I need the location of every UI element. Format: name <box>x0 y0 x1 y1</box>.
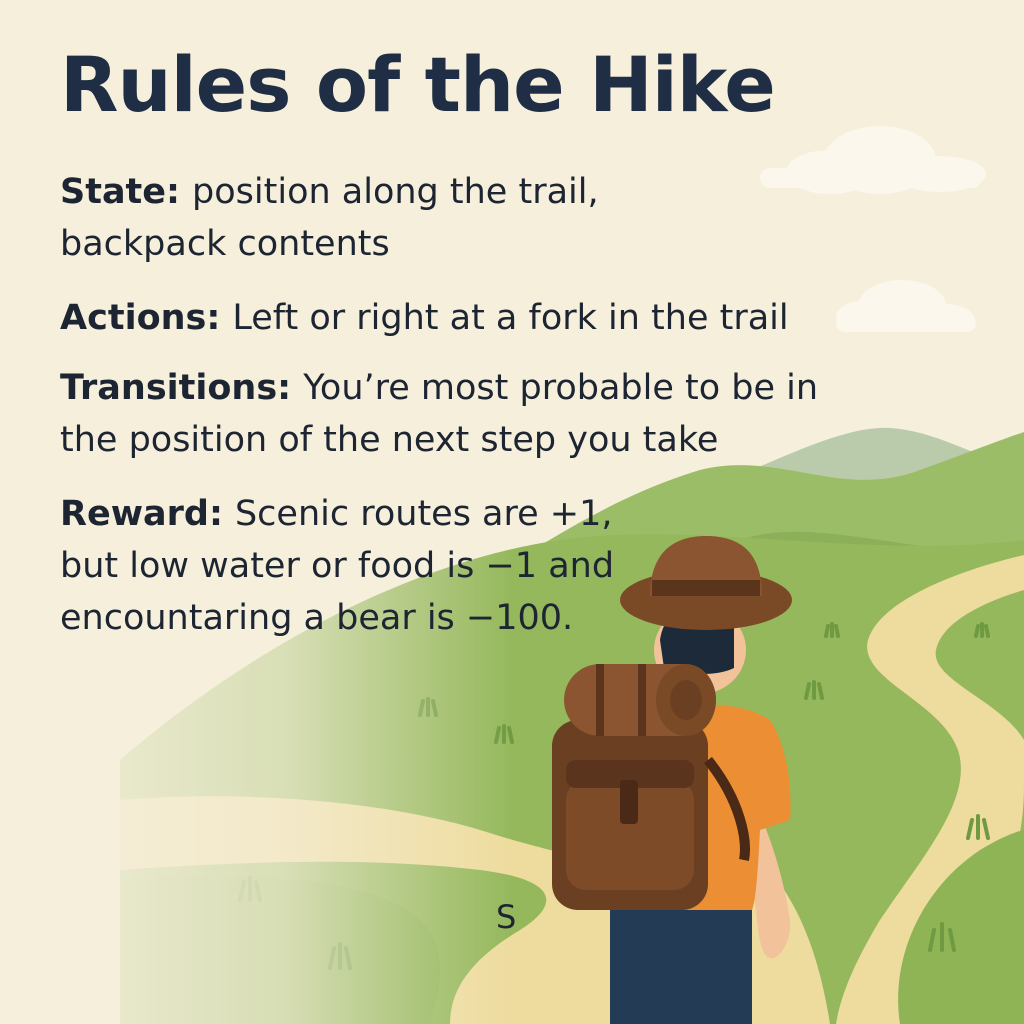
rule-label: State: <box>60 172 181 212</box>
start-marker: S <box>496 898 517 936</box>
rule-text: Left or right at a fork in the trail <box>232 298 789 338</box>
rule-text: Scenic routes are +1, but low water or f… <box>60 494 615 638</box>
scene-fade <box>0 420 1024 1024</box>
rule-transitions: Transitions: You’re most probable to be i… <box>60 362 820 466</box>
cloud-icon <box>836 280 976 332</box>
page-title: Rules of the Hike <box>60 40 776 129</box>
rule-label: Reward: <box>60 494 223 534</box>
rule-state: State: position along the trail, backpack… <box>60 166 660 270</box>
rule-actions: Actions: Left or right at a fork in the t… <box>60 292 860 344</box>
rule-text: position along the trail, backpack conte… <box>60 172 599 264</box>
rule-reward: Reward: Scenic routes are +1, but low wat… <box>60 488 620 644</box>
hiker-figure <box>552 536 792 1024</box>
rule-label: Transitions: <box>60 368 292 408</box>
rule-label: Actions: <box>60 298 221 338</box>
cloud-icon <box>760 126 986 194</box>
rule-text: You’re most probable to be in the positi… <box>60 368 819 460</box>
